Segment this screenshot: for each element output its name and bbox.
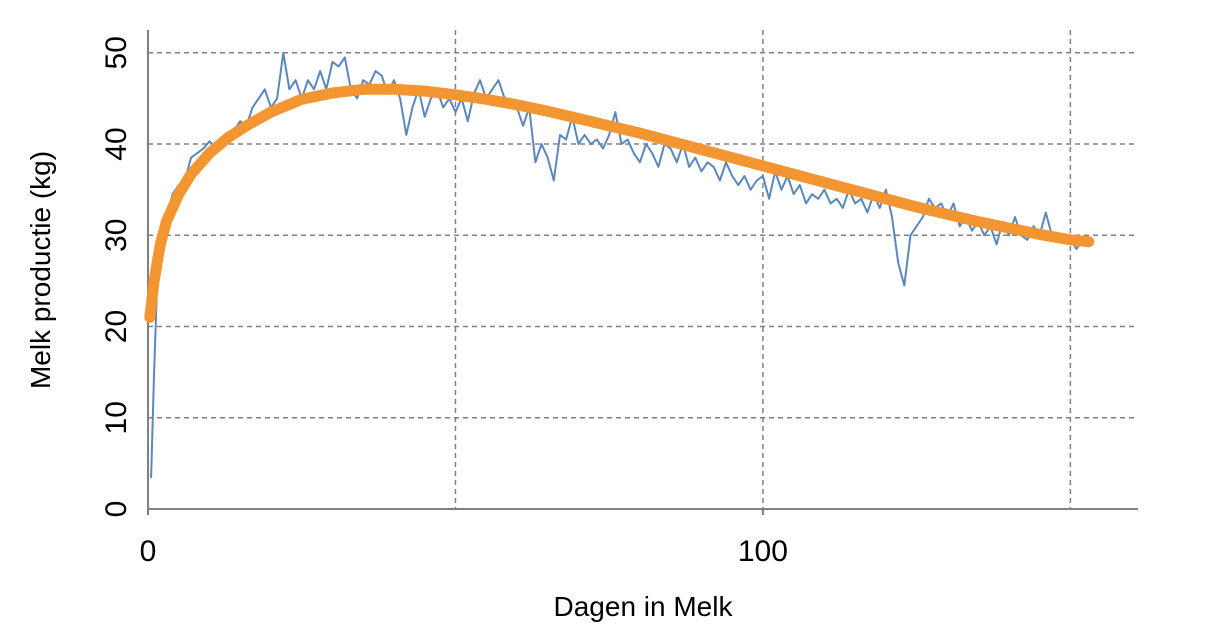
data-line	[150, 51, 1084, 479]
y-tick-label: 10	[100, 401, 133, 434]
y-tick-label: 50	[100, 36, 133, 69]
x-tick-label: 100	[738, 535, 788, 568]
x-axis-label: Dagen in Melk	[554, 591, 734, 622]
x-tick-label: 0	[140, 535, 157, 568]
y-axis-label: Melk productie (kg)	[25, 151, 56, 389]
y-tick-label: 20	[100, 310, 133, 343]
data-line	[144, 83, 1095, 323]
y-tick-label: 0	[100, 501, 133, 518]
y-tick-label: 30	[100, 219, 133, 252]
y-tick-label: 40	[100, 127, 133, 160]
